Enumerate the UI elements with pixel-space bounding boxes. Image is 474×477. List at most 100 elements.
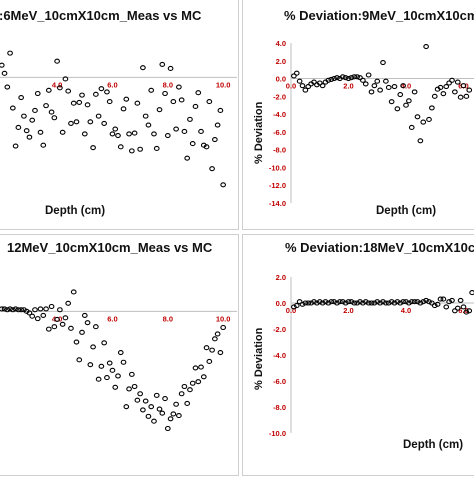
data-point-9mev <box>305 84 312 90</box>
x-tick-label-9mev: 0.0 <box>286 82 296 91</box>
data-point-6mev <box>181 128 188 135</box>
data-point-12mev <box>145 413 152 419</box>
y-tick-label-9mev: -6.0 <box>273 128 286 137</box>
data-point-18mev <box>296 299 303 305</box>
data-point-9mev <box>385 84 392 90</box>
y-tick-label-18mev: -6.0 <box>273 377 286 386</box>
chart-panel-6mev: 4.0 6.0 8.0 10.0 :6MeV_10cmX10cm_Meas vs MC… <box>0 0 239 230</box>
data-point-12mev <box>187 387 193 393</box>
chart-title-18mev: % Deviation:18MeV_10cmX10cm_ <box>285 240 474 255</box>
data-point-6mev <box>170 99 177 105</box>
data-point-6mev <box>59 129 66 135</box>
data-point-9mev <box>420 119 427 125</box>
data-point-12mev <box>34 316 41 322</box>
data-point-12mev <box>98 363 105 369</box>
data-point-6mev <box>140 65 146 71</box>
data-point-18mev <box>431 303 438 309</box>
data-point-6mev <box>95 113 102 119</box>
x-tick-label-6mev: 4.0 <box>52 80 62 89</box>
x-tick-label-12mev: 4.0 <box>52 314 62 323</box>
data-point-12mev <box>164 425 171 432</box>
data-point-12mev <box>148 404 155 410</box>
data-point-18mev <box>334 300 340 306</box>
data-point-9mev <box>362 81 369 87</box>
data-point-12mev <box>29 313 36 319</box>
data-point-9mev <box>454 79 461 85</box>
data-point-12mev <box>59 321 66 327</box>
data-point-12mev <box>106 360 113 366</box>
data-point-9mev <box>296 78 303 84</box>
x-tick-label-12mev: 6.0 <box>107 314 117 323</box>
data-point-18mev <box>449 297 455 303</box>
data-point-18mev <box>406 300 412 306</box>
data-point-18mev <box>319 300 326 306</box>
data-point-9mev <box>365 72 372 78</box>
data-point-12mev <box>101 340 108 346</box>
data-point-12mev <box>40 312 47 318</box>
data-point-9mev <box>293 70 300 76</box>
data-point-9mev <box>342 75 349 81</box>
data-point-18mev <box>351 300 358 306</box>
data-point-6mev <box>101 120 108 126</box>
data-point-6mev <box>112 126 119 132</box>
chart-svg-12mev: 4.0 6.0 8.0 10.0 <box>0 289 237 432</box>
data-point-6mev <box>34 90 41 97</box>
data-point-6mev <box>29 117 36 123</box>
data-point-18mev <box>314 300 320 306</box>
data-point-9mev <box>463 93 470 99</box>
data-point-18mev <box>391 300 398 306</box>
data-point-12mev <box>206 358 213 364</box>
chart-svg-9mev: 4.02.00.0-2.0-4.0-6.0-8.0-10.0-12.0-14.0… <box>269 39 474 208</box>
data-point-6mev <box>57 85 63 91</box>
data-point-9mev <box>460 83 467 89</box>
y-tick-label-18mev: -10.0 <box>269 429 286 438</box>
data-point-6mev <box>87 119 94 125</box>
data-point-6mev <box>173 126 179 132</box>
data-point-12mev <box>79 329 85 335</box>
data-point-12mev <box>70 289 77 295</box>
data-point-9mev <box>400 83 406 89</box>
data-point-9mev <box>437 84 444 90</box>
data-point-12mev <box>142 398 149 404</box>
x-tick-label-6mev: 8.0 <box>163 80 173 89</box>
data-point-18mev <box>308 300 314 306</box>
y-tick-label-9mev: -8.0 <box>273 146 286 155</box>
data-point-12mev <box>32 307 38 313</box>
data-point-9mev <box>388 99 395 105</box>
data-point-6mev <box>37 129 44 135</box>
data-point-12mev <box>26 310 33 316</box>
data-point-18mev <box>311 299 317 305</box>
data-point-6mev <box>104 89 110 95</box>
data-point-18mev <box>331 299 337 305</box>
data-point-12mev <box>1 306 8 312</box>
y-tick-label-9mev: -4.0 <box>273 110 286 119</box>
data-point-6mev <box>137 146 143 152</box>
data-point-12mev <box>93 324 99 330</box>
data-point-12mev <box>137 391 143 397</box>
x-tick-label-9mev: 4.0 <box>401 82 411 91</box>
data-point-18mev <box>437 296 444 302</box>
data-point-6mev <box>18 95 24 101</box>
data-point-6mev <box>126 131 132 137</box>
data-point-12mev <box>153 392 160 398</box>
data-point-6mev <box>156 107 163 113</box>
data-point-9mev <box>319 83 326 89</box>
data-point-6mev <box>32 107 38 114</box>
x-tick-label-6mev: 10.0 <box>216 80 231 89</box>
data-point-9mev <box>394 106 401 112</box>
data-point-6mev <box>0 62 5 68</box>
data-point-18mev <box>348 299 355 305</box>
x-tick-label-12mev: 10.0 <box>216 314 231 323</box>
data-point-12mev <box>95 376 102 382</box>
data-point-9mev <box>403 102 409 108</box>
data-point-12mev <box>217 350 224 356</box>
data-point-6mev <box>43 103 49 109</box>
data-point-9mev <box>380 60 386 66</box>
data-point-12mev <box>9 307 16 313</box>
x-axis-title-9mev: Depth (cm) <box>376 205 437 217</box>
data-point-9mev <box>377 87 383 93</box>
data-point-9mev <box>345 76 352 82</box>
data-point-6mev <box>21 113 27 119</box>
data-point-9mev <box>374 78 381 84</box>
data-point-12mev <box>112 384 119 390</box>
